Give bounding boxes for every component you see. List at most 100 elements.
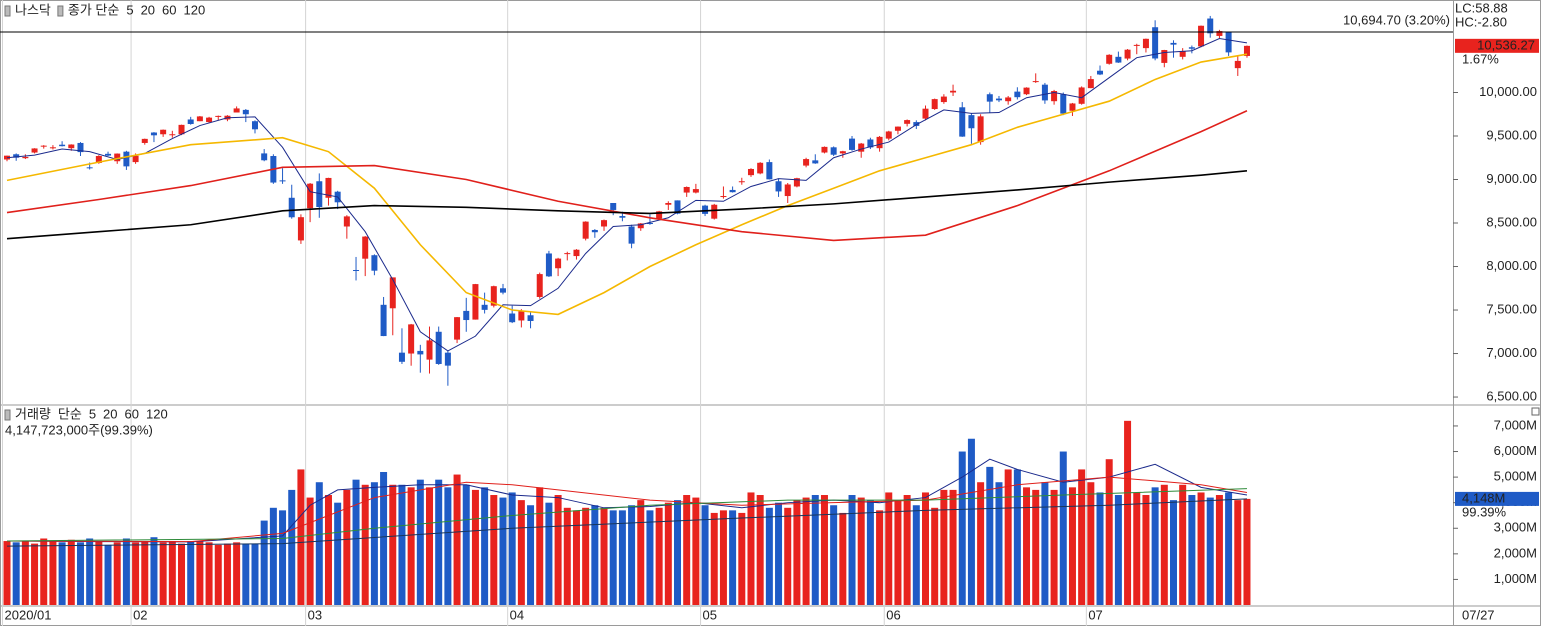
candle-body [1216,31,1223,36]
volume-bar [343,489,351,605]
candle-body [160,129,167,135]
y-tick-label: 5,000M [1494,469,1537,484]
candle-body [1097,70,1104,75]
volume-bar [848,495,856,605]
candle-body [1234,60,1241,69]
x-tick-label: 02 [133,607,147,622]
volume-bar [830,505,838,605]
legend-text: 120 [184,2,206,17]
volume-bar [1023,487,1031,605]
candle-body [1014,91,1021,98]
candle-body [803,159,810,166]
y-tick-label: 7,000M [1494,417,1537,432]
reference-label: 10,694.70 (3.20%) [1343,12,1450,27]
volume-bar [1105,459,1113,605]
volume-bar [1041,482,1049,605]
candle-body [959,107,966,137]
y-tick-label: 9,500.00 [1486,127,1537,142]
legend-text: 60 [125,406,139,421]
x-tick-label: 05 [703,607,717,622]
volume-bar [857,497,865,605]
candle-body [665,203,672,205]
volume-bar [563,507,571,605]
volume-bar [1096,492,1104,605]
candle-body [646,223,653,225]
volume-bar [67,539,75,605]
candle-body [77,142,84,153]
candle-body [536,274,543,297]
volume-bar [251,543,259,605]
candle-body [59,144,66,147]
volume-bar [306,497,314,605]
volume-bar [591,505,599,605]
candle-body [1152,27,1159,59]
volume-bar [655,507,663,605]
volume-bar [765,507,773,605]
candle-body [40,145,47,147]
candle-body [371,255,378,271]
moving-average [6,110,1248,242]
volume-bar [710,512,718,605]
volume-bar [370,482,378,605]
volume-bar [876,510,884,605]
volume-bar [811,495,819,605]
volume-bar [196,541,204,605]
candle-body [380,304,387,337]
volume-bar [894,500,902,605]
volume-bar [572,510,580,605]
volume-bar [637,500,645,605]
volume-bar [1032,489,1040,605]
y-tick-label: 1,000M [1494,571,1537,586]
volume-bar [113,542,121,605]
volume-bar [1142,495,1150,605]
volume-bar [995,482,1003,605]
volume-bar [536,487,544,605]
candle-body [1170,42,1177,45]
candle-body [1032,81,1039,83]
candle-body [555,258,562,269]
candle-body [876,136,883,149]
volume-bar [187,541,195,605]
volume-bar [233,542,241,605]
volume-change-label: 99.39% [1462,504,1507,519]
candle-body [408,324,415,354]
candle-body [1124,49,1131,59]
y-tick-label: 8,000.00 [1486,258,1537,273]
candle-body [215,115,222,117]
candle-body [426,340,433,360]
candle-body [169,134,176,136]
candle-body [233,108,240,113]
volume-bar [609,510,617,605]
volume-bar [820,495,828,605]
volume-bar [435,479,443,605]
y-tick-label: 7,500.00 [1486,301,1537,316]
candle-body [187,119,194,124]
volume-bar [1169,500,1177,605]
x-tick-label: 03 [308,607,322,622]
candle-body [325,177,332,198]
candle-body [353,270,360,271]
last-volume-tag [1455,491,1539,506]
candle-body [1198,25,1205,47]
volume-bar [1197,492,1205,605]
volume-bar [260,520,268,605]
volume-bar [1234,500,1242,605]
pane-button[interactable] [1531,407,1540,416]
volume-bar [747,492,755,605]
volume-bar [132,542,140,605]
candle-body [242,109,249,115]
volume-bar [1243,498,1251,605]
volume-bar [922,492,929,605]
volume-subtitle: 4,147,723,000주(99.39%) [5,422,153,437]
volume-bar [288,489,296,605]
candle-body [738,181,745,183]
candle-body [757,162,764,174]
volume-bar [1087,482,1095,605]
volume-bar [967,438,975,605]
candle-body [509,313,516,323]
volume-bar [122,538,130,605]
candle-body [747,168,754,176]
volume-bar [1206,497,1214,605]
candle-body [1087,79,1094,89]
